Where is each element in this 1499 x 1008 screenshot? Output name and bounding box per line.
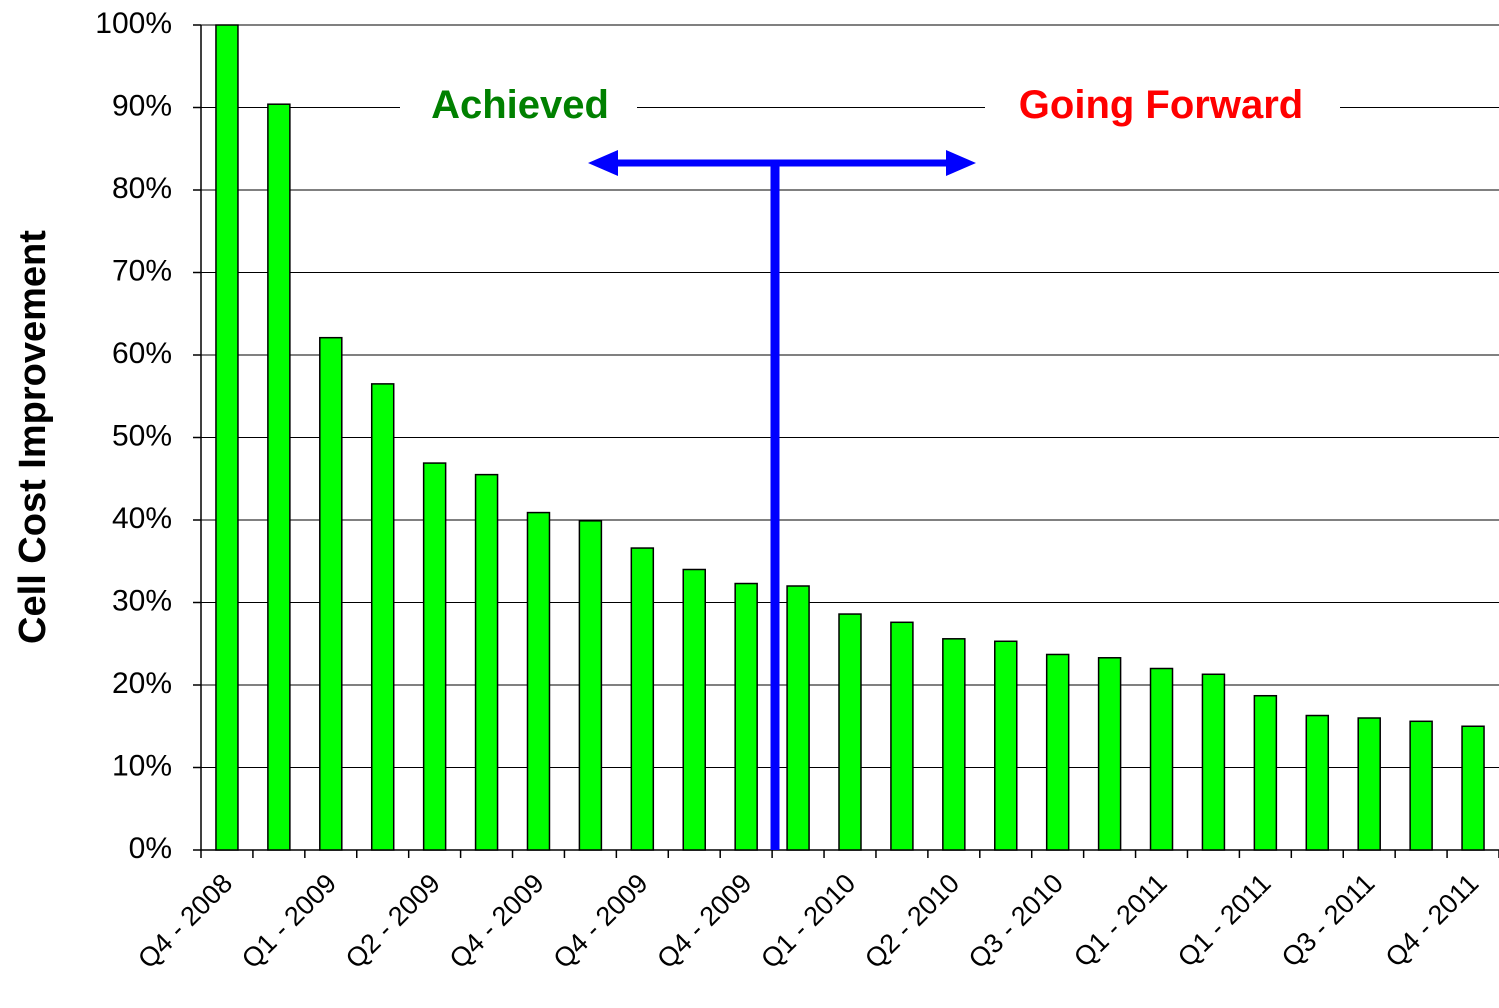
arrow-head [946, 150, 976, 176]
y-tick-label: 70% [112, 254, 172, 287]
bar [630, 547, 655, 851]
x-tick-label: Q1 - 2011 [1172, 868, 1277, 973]
bar [422, 462, 447, 851]
bar [838, 613, 862, 851]
y-tick-label: 0% [129, 832, 172, 865]
bar [1305, 714, 1330, 851]
y-tick-label: 90% [112, 89, 172, 122]
bar [319, 336, 343, 851]
y-tick-label: 60% [112, 337, 172, 370]
y-tick-label: 20% [112, 667, 172, 700]
x-tick-label: Q4 - 2011 [1380, 868, 1485, 973]
y-tick-label: 40% [112, 502, 172, 535]
x-tick-label: Q3 - 2011 [1276, 868, 1381, 973]
bar [994, 640, 1018, 851]
bar [370, 383, 395, 851]
x-tick-label: Q2 - 2009 [340, 868, 446, 974]
bar [1461, 725, 1485, 851]
bar [890, 621, 914, 851]
bar [682, 568, 706, 851]
y-tick-label: 10% [112, 749, 172, 782]
annotation: Going Forward [1019, 83, 1303, 127]
bar [1253, 694, 1278, 851]
bar [1045, 653, 1070, 851]
x-tick-label: Q4 - 2009 [444, 868, 550, 974]
x-tick-label: Q3 - 2010 [963, 868, 1069, 974]
bar [1097, 657, 1122, 851]
bar [734, 582, 758, 851]
y-tick-label: 30% [112, 584, 172, 617]
bar [942, 638, 966, 851]
x-tick-label: Q4 - 2009 [651, 868, 757, 974]
arrow-head [588, 150, 618, 176]
bar [578, 520, 603, 851]
bar [215, 24, 239, 851]
x-tick-label: Q1 - 2010 [755, 868, 861, 974]
bar [786, 585, 810, 851]
bar [267, 103, 291, 851]
y-axis-label: Cell Cost Improvement [12, 230, 54, 644]
x-tick-label: Q2 - 2010 [859, 868, 965, 974]
bar [526, 511, 551, 851]
bar [1201, 673, 1226, 851]
annotation-bg [985, 85, 1340, 130]
x-tick-label: Q1 - 2009 [236, 868, 342, 974]
x-tick-label: Q1 - 2011 [1068, 868, 1173, 973]
annotation: Achieved [431, 83, 609, 127]
bar [1149, 667, 1174, 851]
y-tick-label: 80% [112, 172, 172, 205]
y-tick-label: 100% [95, 7, 172, 40]
annotation-bg [400, 85, 637, 130]
bar [474, 473, 499, 851]
x-tick-label: Q4 - 2009 [547, 868, 653, 974]
bar [1357, 717, 1381, 851]
x-tick-label: Q4 - 2008 [132, 868, 238, 974]
y-tick-label: 50% [112, 419, 172, 452]
bar [1409, 720, 1433, 851]
